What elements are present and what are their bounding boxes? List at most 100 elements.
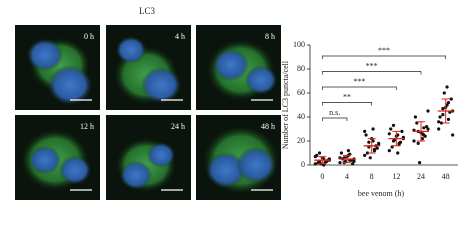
data-point — [371, 127, 375, 131]
x-axis-label: bee venom (h) — [358, 189, 405, 198]
significance-bracket — [321, 102, 373, 106]
data-point — [441, 113, 445, 117]
data-point — [412, 139, 416, 143]
data-point — [313, 155, 317, 159]
y-tick-label: 40 — [297, 112, 305, 121]
data-point — [363, 153, 367, 157]
error-bar — [318, 156, 327, 165]
panel-label: 48 h — [261, 122, 275, 131]
significance-label: ** — [343, 92, 351, 101]
data-point — [441, 107, 445, 111]
cell — [27, 38, 63, 72]
significance-bracket — [321, 117, 348, 121]
error-bar — [343, 154, 351, 164]
data-point — [364, 133, 368, 137]
data-point — [391, 123, 396, 127]
y-tick-label: 100 — [293, 40, 305, 49]
data-point — [346, 149, 350, 153]
data-point — [351, 162, 355, 166]
error-bar — [367, 138, 376, 154]
x-tick-label: 12 — [392, 172, 400, 181]
significance-label: *** — [378, 46, 390, 55]
data-point — [437, 127, 441, 131]
x-tick-label: 48 — [442, 172, 450, 181]
data-point — [389, 127, 393, 131]
panel-label: 0 h — [84, 32, 94, 41]
data-point — [442, 91, 446, 95]
significance-label: *** — [366, 61, 378, 70]
data-point — [451, 133, 455, 137]
figure-svg: LC3 0 h 4 h 8 h 12 h 24 h 48 h Number of LC3 … — [15, 6, 458, 200]
error-bar — [417, 121, 425, 142]
data-point — [446, 101, 451, 105]
data-point — [426, 127, 430, 131]
y-tick-label: 0 — [301, 160, 305, 169]
data-point — [367, 140, 371, 144]
data-point — [396, 151, 400, 155]
data-point — [418, 161, 422, 165]
figure: LC3 0 h 4 h 8 h 12 h 24 h 48 h Number of LC3 … — [15, 6, 458, 200]
cell — [213, 48, 249, 82]
error-bar — [392, 130, 401, 147]
data-point — [420, 132, 424, 136]
cell — [141, 67, 181, 103]
data-point — [420, 137, 424, 141]
data-point — [371, 139, 375, 143]
significance-label: *** — [353, 77, 365, 86]
panel-label: 24 h — [171, 122, 185, 131]
cell — [236, 147, 276, 183]
data-point — [387, 132, 391, 136]
data-point — [422, 126, 426, 130]
y-tick-label: 20 — [297, 136, 305, 145]
significance-label: n.s. — [329, 108, 340, 117]
data-point — [339, 151, 343, 155]
data-point — [437, 120, 441, 124]
data-point — [446, 117, 451, 121]
x-tick-label: 4 — [345, 172, 349, 181]
cell — [116, 36, 146, 64]
significance-bracket — [321, 86, 397, 90]
x-tick-label: 24 — [417, 172, 425, 181]
data-point — [438, 115, 442, 119]
significance-bracket — [321, 55, 447, 59]
micrographs: 0 h 4 h 8 h 12 h 24 h 48 h — [15, 25, 281, 200]
x-tick-label: 8 — [370, 172, 374, 181]
data-point — [439, 121, 444, 125]
y-axis-label: Number of LC3 puncta/cell — [281, 60, 290, 149]
data-point — [425, 125, 429, 129]
cell — [245, 65, 277, 95]
data-point — [338, 161, 342, 165]
data-point — [313, 162, 317, 166]
data-point — [317, 151, 322, 155]
data-point — [398, 140, 403, 144]
data-point — [387, 149, 391, 153]
data-point — [372, 147, 377, 151]
cell — [48, 65, 92, 105]
panel-label: 4 h — [175, 32, 185, 41]
cell — [206, 152, 246, 188]
data-point — [416, 141, 420, 145]
y-tick-label: 80 — [297, 64, 305, 73]
cell — [59, 155, 91, 185]
data-point — [445, 103, 449, 107]
cell — [120, 160, 152, 190]
data-point — [445, 85, 449, 89]
panel-label: 12 h — [80, 122, 94, 131]
data-point — [375, 146, 379, 150]
y-tick-label: 60 — [297, 88, 305, 97]
data-point — [423, 134, 427, 138]
data-point — [352, 159, 356, 163]
x-tick-label: 0 — [320, 172, 324, 181]
data-point — [363, 129, 367, 133]
data-point — [365, 151, 370, 155]
data-point — [426, 109, 430, 113]
data-point — [413, 115, 417, 119]
data-point — [449, 97, 453, 101]
data-point — [400, 129, 404, 133]
cell — [147, 142, 175, 168]
cell — [29, 145, 61, 175]
panel-label: 8 h — [265, 32, 275, 41]
significance-bracket — [321, 71, 422, 75]
error-bar — [441, 98, 450, 124]
data-point — [368, 156, 372, 160]
